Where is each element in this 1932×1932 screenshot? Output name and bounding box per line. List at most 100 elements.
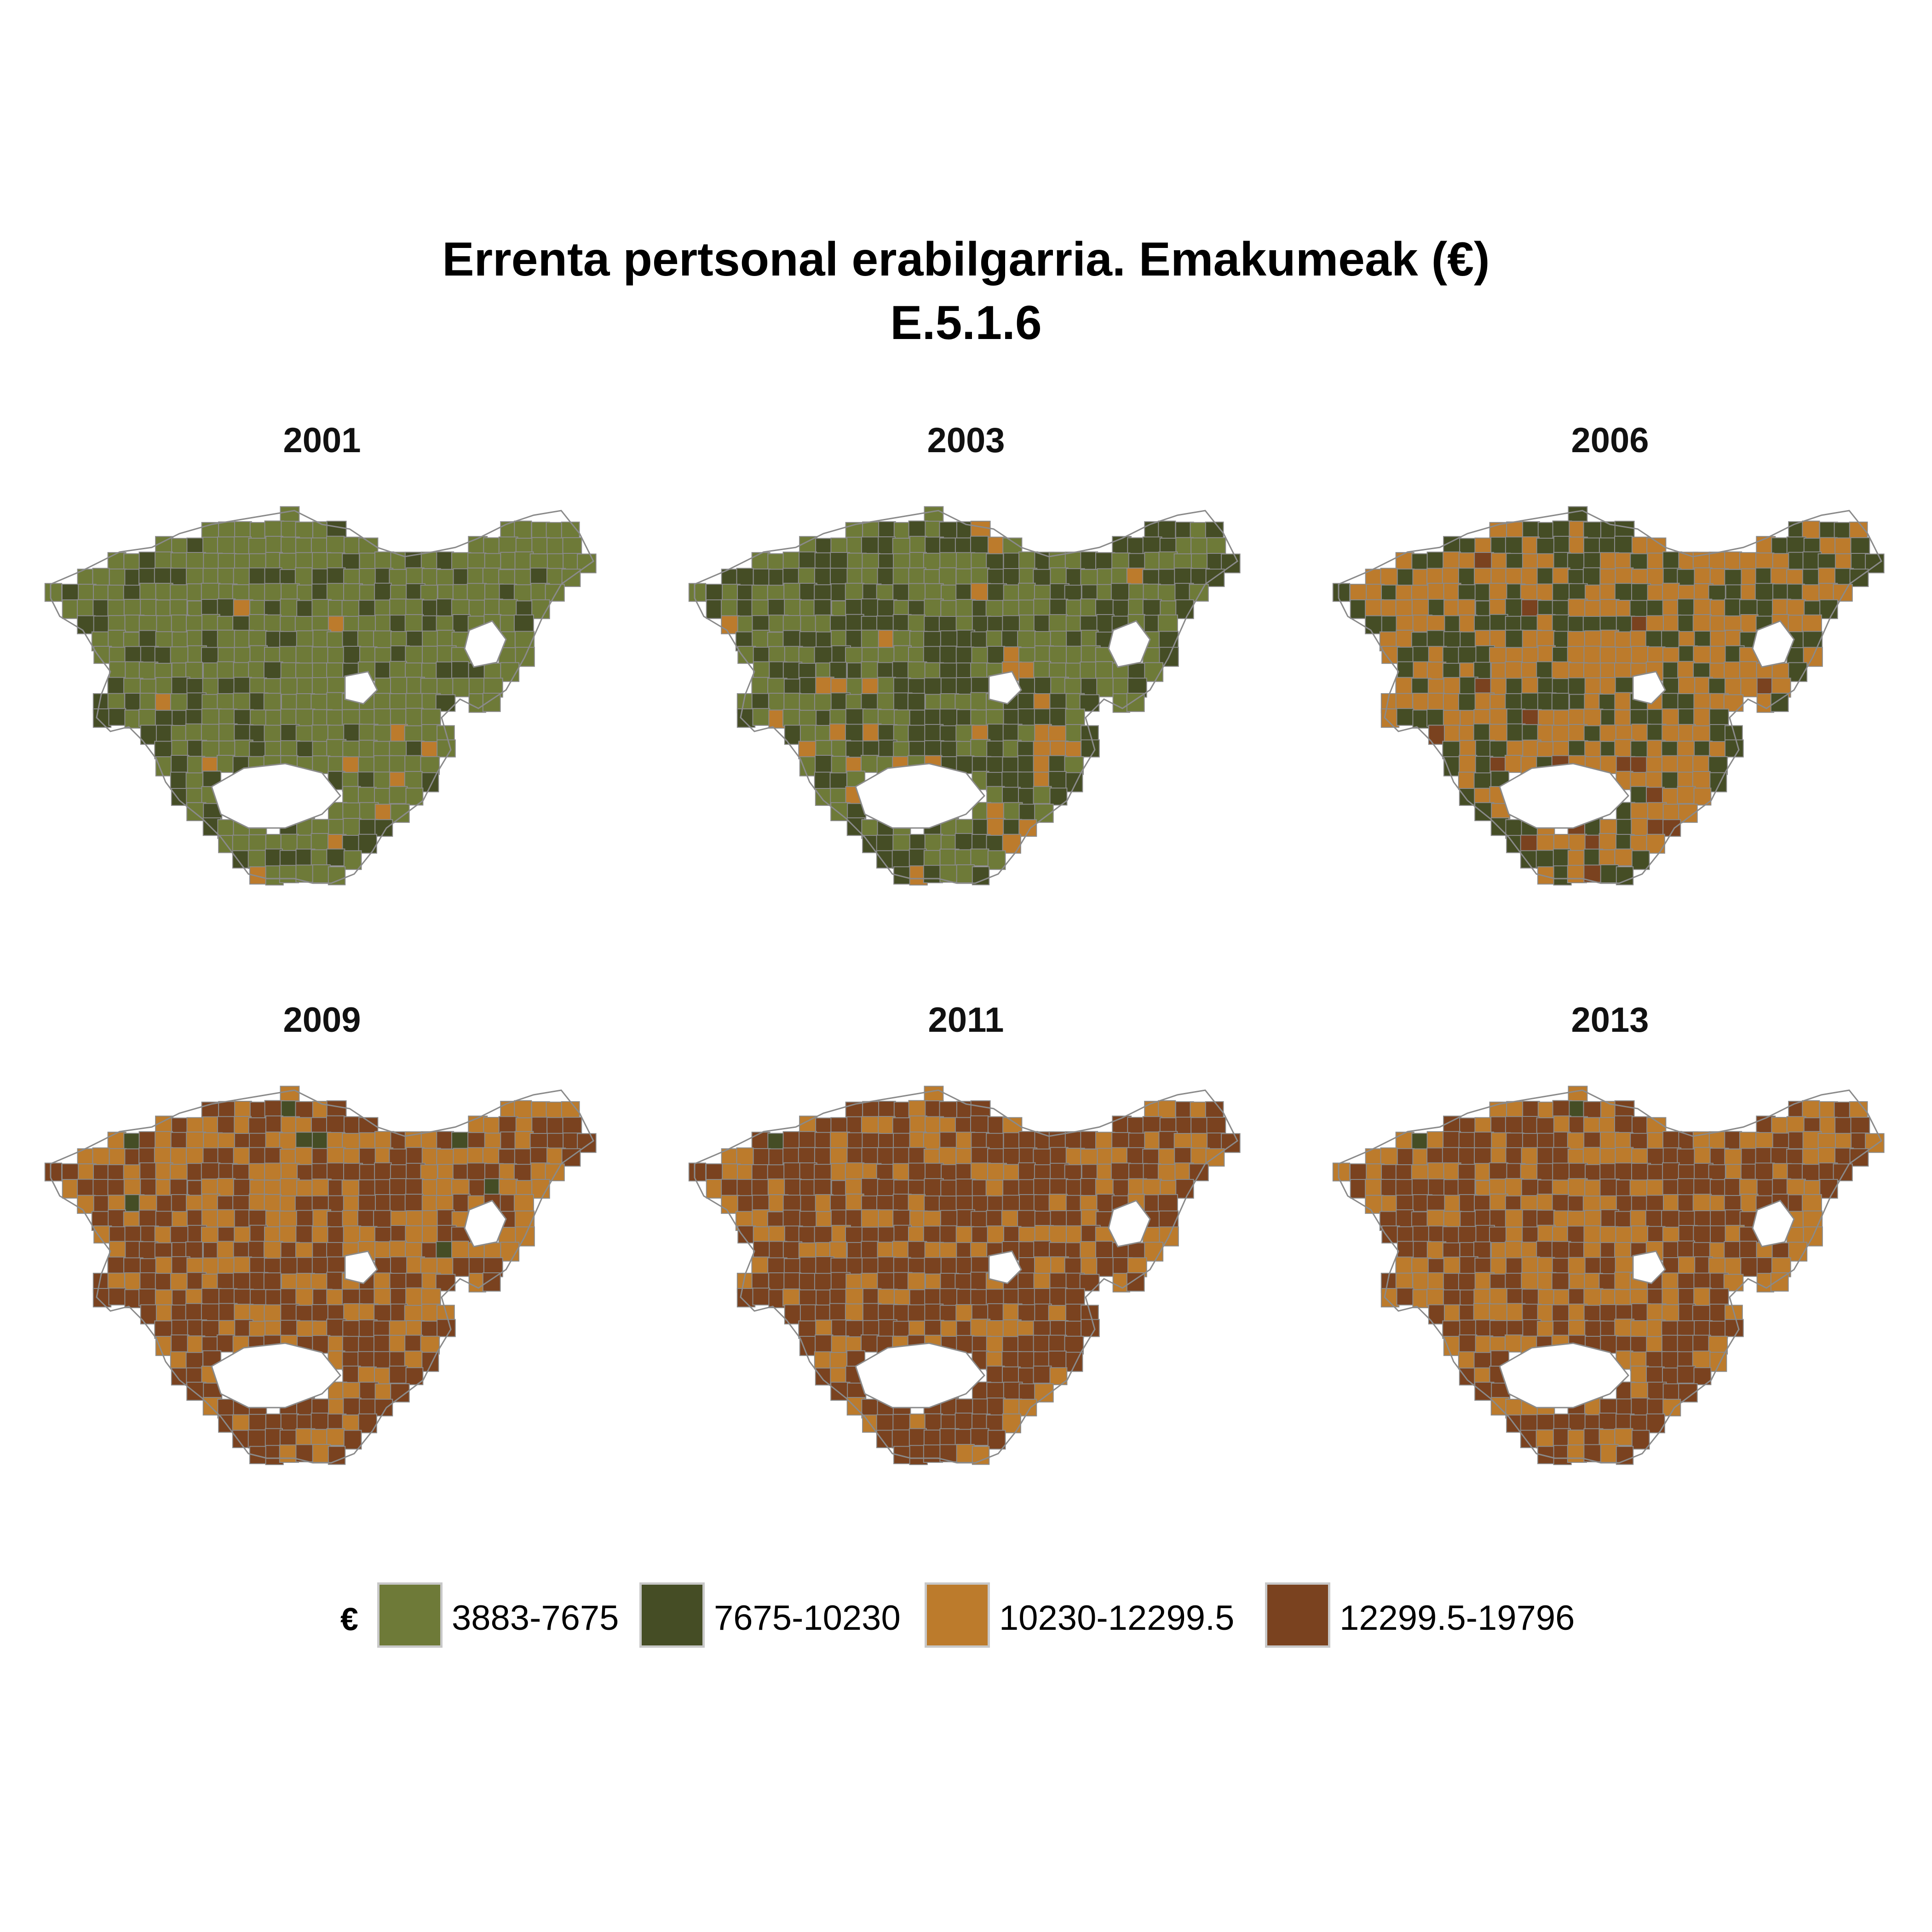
municipality: [1505, 1178, 1524, 1196]
municipality: [891, 850, 911, 869]
municipality: [1552, 678, 1571, 696]
municipality: [1489, 724, 1507, 742]
municipality: [514, 631, 535, 649]
municipality: [327, 631, 345, 650]
map-panel-2013: 2013: [1316, 1003, 1904, 1490]
municipality: [923, 1444, 943, 1463]
municipality: [264, 1304, 284, 1322]
municipality: [767, 1178, 788, 1197]
panel-title: 2003: [927, 421, 1005, 460]
municipality: [1801, 614, 1822, 633]
municipality: [466, 1162, 487, 1183]
municipality: [1033, 786, 1052, 804]
municipality: [1095, 661, 1113, 680]
municipality: [1833, 1163, 1853, 1181]
municipality: [1426, 1288, 1444, 1307]
municipality: [279, 865, 299, 884]
municipality: [341, 1179, 361, 1198]
municipality: [1567, 865, 1587, 884]
municipality: [1489, 740, 1507, 759]
municipality: [1865, 1133, 1885, 1153]
municipality: [1583, 662, 1602, 681]
municipality: [1142, 1179, 1162, 1197]
municipality: [1740, 1257, 1759, 1277]
municipality: [861, 536, 879, 555]
excluded-area: [1499, 763, 1630, 829]
municipality: [987, 1116, 1006, 1136]
municipality: [798, 567, 817, 586]
legend-swatch: [925, 1582, 990, 1648]
municipality: [1834, 1117, 1853, 1136]
municipality: [893, 1257, 911, 1276]
municipality: [467, 1147, 485, 1166]
municipality: [737, 1225, 756, 1244]
municipality: [108, 1288, 126, 1305]
municipality: [1489, 1303, 1507, 1322]
municipality: [233, 1256, 252, 1276]
municipality: [107, 1132, 126, 1150]
municipality: [1693, 707, 1712, 728]
municipality: [1395, 1132, 1414, 1150]
municipality: [1631, 1397, 1650, 1416]
municipality: [909, 535, 927, 555]
municipality: [155, 1273, 173, 1292]
municipality: [326, 848, 345, 867]
municipality: [923, 865, 943, 884]
municipality: [1110, 1162, 1131, 1183]
municipality: [185, 1352, 203, 1370]
municipality: [736, 568, 754, 586]
municipality: [343, 850, 362, 870]
municipality: [404, 755, 423, 773]
municipality: [263, 693, 282, 711]
municipality: [92, 708, 112, 728]
municipality: [1536, 1117, 1557, 1135]
municipality: [389, 786, 408, 804]
municipality: [373, 771, 392, 790]
municipality: [1505, 1334, 1523, 1353]
municipality: [1128, 1133, 1146, 1150]
municipality: [374, 1398, 393, 1417]
municipality: [217, 1178, 236, 1196]
municipality: [1537, 1257, 1555, 1276]
excluded-area: [988, 1250, 1022, 1284]
municipality: [1616, 1446, 1634, 1465]
municipality: [1600, 864, 1619, 884]
municipality: [1598, 1412, 1617, 1432]
municipality: [939, 1225, 958, 1243]
municipality: [1350, 1163, 1369, 1182]
municipality: [907, 693, 926, 711]
municipality: [107, 552, 126, 570]
municipality: [1615, 631, 1633, 650]
municipality: [1568, 1257, 1587, 1275]
municipality: [1505, 536, 1523, 555]
municipality: [296, 1210, 316, 1229]
municipality: [908, 1147, 926, 1166]
municipality: [987, 536, 1006, 557]
excluded-area: [464, 620, 507, 668]
municipality: [1772, 553, 1790, 571]
municipality: [1739, 1241, 1757, 1260]
map-panel-2011: 2011: [672, 1003, 1260, 1490]
municipality: [296, 630, 316, 649]
municipality: [1584, 630, 1604, 649]
municipality: [186, 1381, 207, 1401]
municipality: [404, 1305, 423, 1323]
municipality: [1614, 535, 1633, 553]
municipality: [1048, 1194, 1068, 1213]
municipality: [1332, 1162, 1351, 1182]
municipality: [1567, 552, 1585, 572]
municipality: [435, 694, 456, 712]
municipality: [987, 1430, 1006, 1450]
municipality: [1443, 724, 1462, 743]
municipality: [1802, 631, 1823, 649]
municipality: [123, 1178, 144, 1197]
municipality: [955, 1304, 975, 1322]
municipality: [171, 1334, 190, 1355]
municipality: [1521, 1256, 1540, 1276]
municipality: [1458, 1351, 1477, 1370]
municipality: [1048, 771, 1067, 789]
chart-title: Errenta pertsonal erabilgarria. Emakumea…: [442, 233, 1490, 286]
municipality: [1395, 552, 1414, 570]
municipality: [1505, 629, 1524, 648]
